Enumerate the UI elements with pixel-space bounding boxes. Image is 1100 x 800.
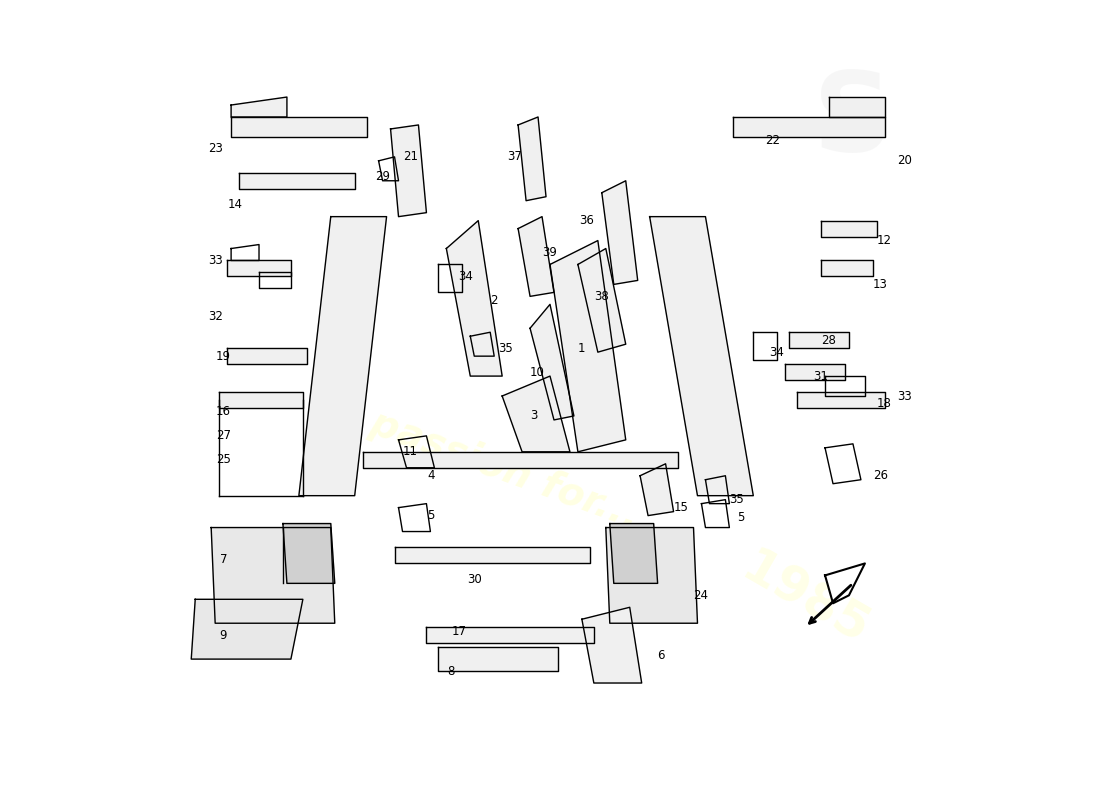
Text: 27: 27 — [216, 430, 231, 442]
Text: 30: 30 — [468, 573, 482, 586]
Text: 15: 15 — [673, 501, 689, 514]
Text: 7: 7 — [220, 553, 227, 566]
Text: 19: 19 — [216, 350, 231, 362]
Polygon shape — [191, 599, 302, 659]
Polygon shape — [518, 217, 554, 296]
Text: 35: 35 — [498, 342, 513, 354]
Text: 3: 3 — [530, 410, 538, 422]
Text: 1: 1 — [578, 342, 585, 354]
Polygon shape — [821, 221, 877, 237]
Text: 39: 39 — [542, 246, 557, 259]
Text: 32: 32 — [208, 310, 223, 322]
Text: 13: 13 — [873, 278, 888, 291]
Polygon shape — [578, 249, 626, 352]
Polygon shape — [785, 364, 845, 380]
Text: 22: 22 — [766, 134, 780, 147]
Polygon shape — [427, 627, 594, 643]
Text: 28: 28 — [821, 334, 836, 346]
Polygon shape — [390, 125, 427, 217]
Polygon shape — [734, 117, 884, 137]
Text: 21: 21 — [404, 150, 418, 163]
Text: 29: 29 — [375, 170, 390, 183]
Text: 37: 37 — [507, 150, 522, 163]
Polygon shape — [650, 217, 754, 496]
Polygon shape — [231, 97, 287, 117]
Polygon shape — [640, 464, 673, 515]
Text: 8: 8 — [447, 665, 454, 678]
Polygon shape — [821, 261, 873, 277]
Text: 4: 4 — [427, 470, 434, 482]
Text: 34: 34 — [459, 270, 473, 283]
Text: 5: 5 — [427, 509, 434, 522]
Polygon shape — [299, 217, 386, 496]
Polygon shape — [447, 221, 503, 376]
Polygon shape — [582, 607, 641, 683]
Text: 5: 5 — [737, 511, 745, 525]
Polygon shape — [395, 547, 590, 563]
Text: 35: 35 — [729, 493, 744, 506]
Text: 36: 36 — [579, 214, 594, 227]
Text: 31: 31 — [813, 370, 828, 382]
Text: 24: 24 — [693, 589, 708, 602]
Text: 9: 9 — [220, 629, 227, 642]
Polygon shape — [550, 241, 626, 452]
Polygon shape — [239, 173, 354, 189]
Text: 18: 18 — [877, 398, 892, 410]
Text: a passion for...: a passion for... — [328, 390, 645, 537]
Text: 38: 38 — [594, 290, 608, 303]
Polygon shape — [227, 348, 307, 364]
Text: 1985: 1985 — [733, 544, 878, 655]
Polygon shape — [211, 527, 334, 623]
Text: 33: 33 — [896, 390, 912, 402]
Polygon shape — [609, 523, 658, 583]
Polygon shape — [283, 523, 334, 583]
Text: 14: 14 — [228, 198, 243, 211]
Text: 20: 20 — [896, 154, 912, 167]
Text: 12: 12 — [877, 234, 892, 247]
Text: 34: 34 — [769, 346, 784, 358]
Polygon shape — [829, 97, 884, 117]
Text: 17: 17 — [451, 625, 466, 638]
Text: 25: 25 — [217, 454, 231, 466]
Text: 6: 6 — [658, 649, 666, 662]
Text: 11: 11 — [403, 446, 418, 458]
Text: 23: 23 — [208, 142, 223, 155]
Text: 10: 10 — [530, 366, 544, 378]
Polygon shape — [825, 563, 865, 603]
Polygon shape — [530, 304, 574, 420]
Polygon shape — [602, 181, 638, 285]
Polygon shape — [789, 332, 849, 348]
Polygon shape — [518, 117, 546, 201]
Polygon shape — [798, 392, 884, 408]
Polygon shape — [606, 527, 697, 623]
Polygon shape — [439, 647, 558, 671]
Text: S: S — [813, 67, 893, 174]
Polygon shape — [363, 452, 678, 468]
Text: 33: 33 — [208, 254, 223, 267]
Polygon shape — [503, 376, 570, 452]
Text: 26: 26 — [873, 470, 888, 482]
Polygon shape — [219, 392, 302, 408]
Polygon shape — [231, 117, 366, 137]
Text: 16: 16 — [216, 406, 231, 418]
Polygon shape — [227, 261, 290, 277]
Text: 2: 2 — [491, 294, 497, 307]
